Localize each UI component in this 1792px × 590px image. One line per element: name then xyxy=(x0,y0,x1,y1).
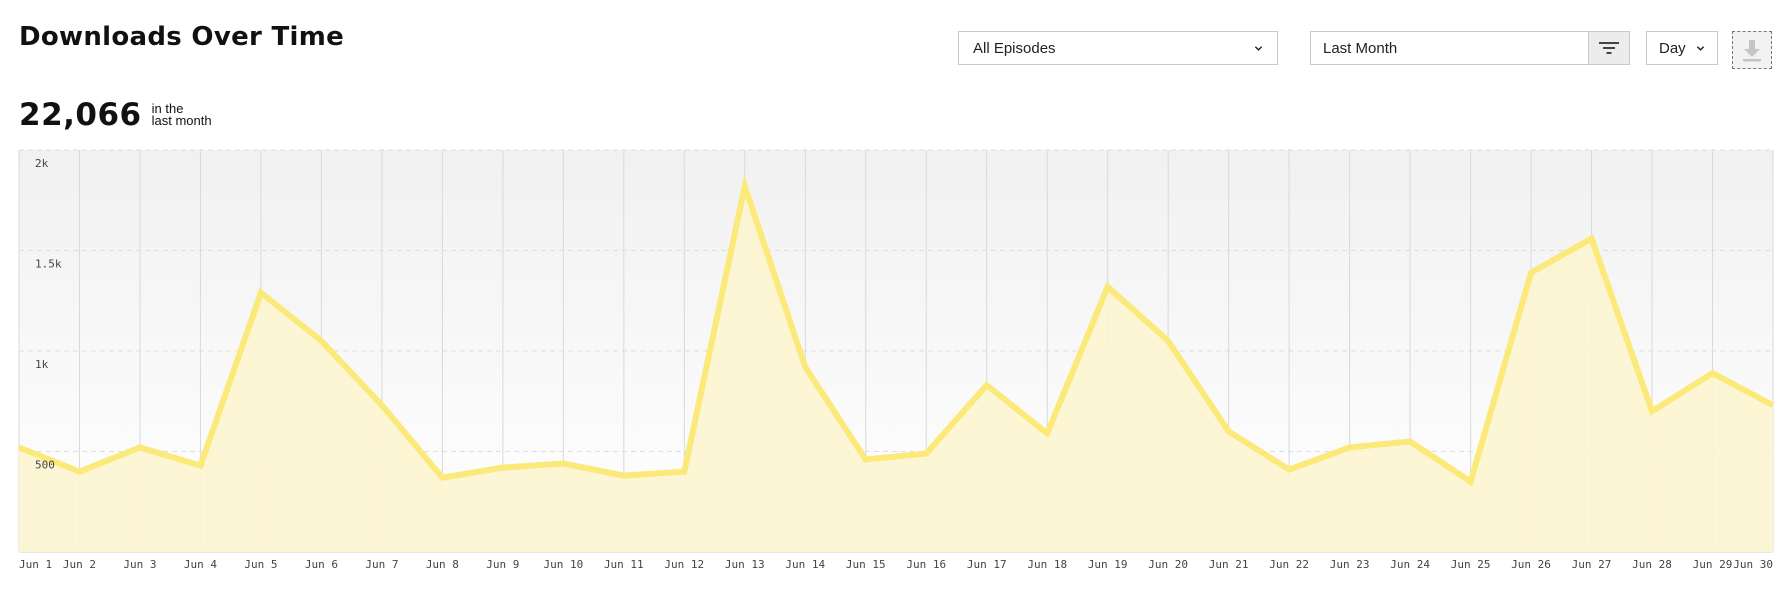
page-title: Downloads Over Time xyxy=(19,22,345,52)
date-range-select[interactable]: Last Month xyxy=(1310,31,1630,65)
y-tick-label: 2k xyxy=(35,157,49,170)
x-tick-label: Jun 17 xyxy=(967,558,1007,571)
x-tick-label: Jun 9 xyxy=(486,558,519,571)
caption-line-2: last month xyxy=(151,113,212,128)
y-tick-label: 500 xyxy=(35,459,55,472)
download-icon xyxy=(1743,40,1761,62)
series-line xyxy=(17,174,1775,487)
x-tick-label: Jun 4 xyxy=(184,558,217,571)
x-tick-label: Jun 5 xyxy=(244,558,277,571)
y-tick-label: 1.5k xyxy=(35,258,62,271)
granularity-value: Day xyxy=(1659,39,1686,57)
x-tick-label: Jun 16 xyxy=(906,558,946,571)
x-tick-label: Jun 23 xyxy=(1330,558,1370,571)
y-tick-label: 1k xyxy=(35,358,49,371)
x-tick-label: Jun 18 xyxy=(1027,558,1067,571)
x-tick-label: Jun 8 xyxy=(426,558,459,571)
x-tick-label: Jun 12 xyxy=(664,558,704,571)
x-tick-label: Jun 30 xyxy=(1733,558,1773,571)
downloads-summary: 22,066 in the last month xyxy=(19,97,232,133)
filter-button[interactable] xyxy=(1588,32,1629,64)
x-tick-label: Jun 2 xyxy=(63,558,96,571)
download-button[interactable] xyxy=(1732,31,1772,69)
x-tick-label: Jun 19 xyxy=(1088,558,1128,571)
x-tick-label: Jun 22 xyxy=(1269,558,1309,571)
x-tick-label: Jun 20 xyxy=(1148,558,1188,571)
x-tick-label: Jun 10 xyxy=(543,558,583,571)
episodes-select[interactable]: All Episodes xyxy=(958,31,1278,65)
granularity-select[interactable]: Day xyxy=(1646,31,1718,65)
episodes-select-value: All Episodes xyxy=(973,39,1056,57)
x-tick-label: Jun 24 xyxy=(1390,558,1430,571)
x-tick-label: Jun 15 xyxy=(846,558,886,571)
x-tick-label: Jun 13 xyxy=(725,558,765,571)
x-tick-label: Jun 26 xyxy=(1511,558,1551,571)
x-tick-label: Jun 28 xyxy=(1632,558,1672,571)
x-tick-label: Jun 29 xyxy=(1693,558,1733,571)
caption-line-1: in the xyxy=(151,101,184,116)
chevron-down-icon xyxy=(1696,45,1705,51)
x-tick-label: Jun 7 xyxy=(365,558,398,571)
x-tick-label: Jun 11 xyxy=(604,558,644,571)
chevron-down-icon xyxy=(1254,45,1263,51)
area-fill xyxy=(19,186,1773,552)
x-tick-label: Jun 6 xyxy=(305,558,338,571)
date-range-value: Last Month xyxy=(1323,39,1398,57)
total-downloads-caption: in the last month xyxy=(151,101,232,128)
x-tick-label: Jun 1 xyxy=(19,558,52,571)
x-tick-label: Jun 14 xyxy=(785,558,825,571)
filter-icon xyxy=(1599,42,1619,54)
x-tick-label: Jun 21 xyxy=(1209,558,1249,571)
total-downloads-value: 22,066 xyxy=(19,97,142,133)
x-tick-label: Jun 3 xyxy=(123,558,156,571)
x-tick-label: Jun 27 xyxy=(1572,558,1612,571)
x-tick-label: Jun 25 xyxy=(1451,558,1491,571)
